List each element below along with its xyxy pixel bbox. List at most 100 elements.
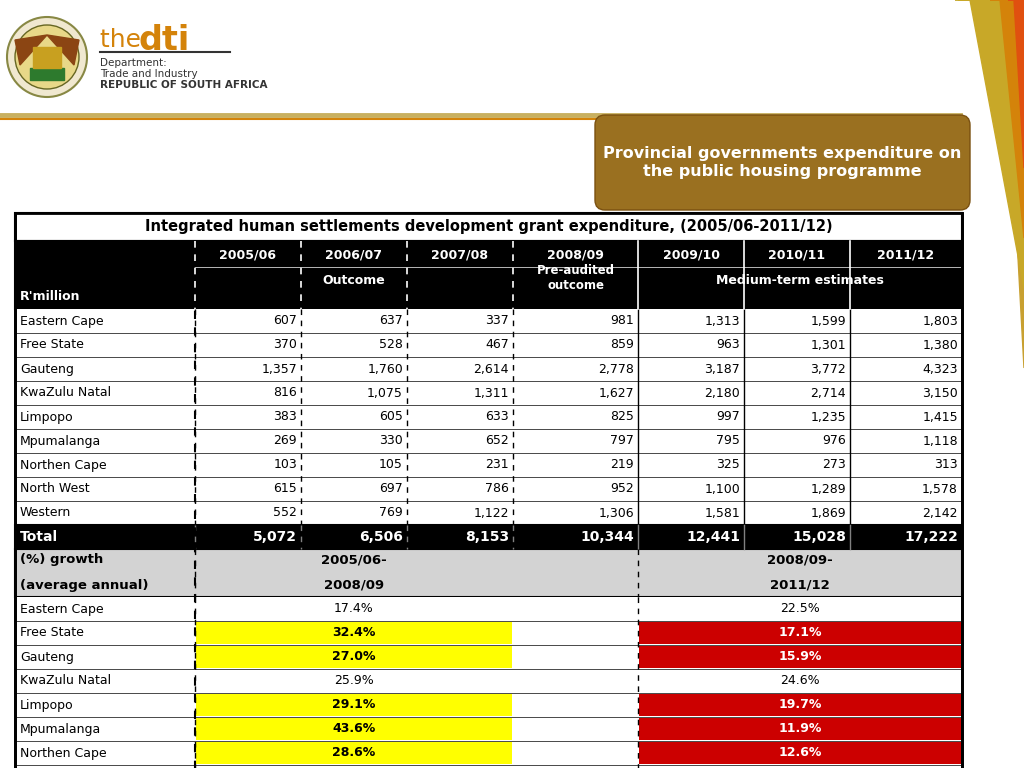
Text: 859: 859 bbox=[610, 339, 634, 352]
Text: 997: 997 bbox=[716, 411, 740, 423]
Bar bbox=[196, 646, 512, 668]
Text: Eastern Cape: Eastern Cape bbox=[20, 315, 103, 327]
Text: 5,072: 5,072 bbox=[253, 530, 297, 544]
Text: 2008/09: 2008/09 bbox=[324, 578, 384, 591]
Text: Department:: Department: bbox=[100, 58, 167, 68]
Bar bbox=[639, 622, 961, 644]
Polygon shape bbox=[975, 0, 1024, 278]
Text: 825: 825 bbox=[610, 411, 634, 423]
Text: Outcome: Outcome bbox=[323, 274, 385, 287]
Text: 22.5%: 22.5% bbox=[780, 603, 820, 615]
Text: 652: 652 bbox=[485, 435, 509, 448]
Text: dti: dti bbox=[138, 24, 189, 57]
Text: 2,778: 2,778 bbox=[598, 362, 634, 376]
Polygon shape bbox=[30, 68, 63, 80]
Text: 2,180: 2,180 bbox=[705, 386, 740, 399]
Text: 976: 976 bbox=[822, 435, 846, 448]
Text: 981: 981 bbox=[610, 315, 634, 327]
Text: 25.9%: 25.9% bbox=[334, 674, 374, 687]
Bar bbox=[15, 525, 962, 549]
Text: 2,142: 2,142 bbox=[923, 507, 958, 519]
Polygon shape bbox=[1008, 0, 1024, 168]
Bar bbox=[15, 501, 962, 525]
Text: 1,627: 1,627 bbox=[598, 386, 634, 399]
Text: 24.6%: 24.6% bbox=[780, 674, 820, 687]
Text: 273: 273 bbox=[822, 458, 846, 472]
Text: 1,357: 1,357 bbox=[261, 362, 297, 376]
Text: 1,313: 1,313 bbox=[705, 315, 740, 327]
Text: 528: 528 bbox=[379, 339, 403, 352]
Text: 27.0%: 27.0% bbox=[332, 650, 376, 664]
Text: 1,599: 1,599 bbox=[810, 315, 846, 327]
Bar bbox=[15, 549, 962, 597]
Bar bbox=[196, 622, 512, 644]
Bar bbox=[639, 694, 961, 716]
Bar bbox=[15, 645, 962, 669]
Bar bbox=[15, 717, 962, 741]
Bar bbox=[15, 309, 962, 333]
Text: 1,301: 1,301 bbox=[810, 339, 846, 352]
Text: 3,772: 3,772 bbox=[810, 362, 846, 376]
Bar bbox=[196, 742, 512, 764]
Polygon shape bbox=[15, 35, 47, 65]
Text: 633: 633 bbox=[485, 411, 509, 423]
Text: 2011/12: 2011/12 bbox=[878, 249, 935, 261]
Text: 615: 615 bbox=[273, 482, 297, 495]
Bar bbox=[15, 357, 962, 381]
Text: 313: 313 bbox=[934, 458, 958, 472]
Text: 8,153: 8,153 bbox=[465, 530, 509, 544]
Text: 12.6%: 12.6% bbox=[778, 746, 821, 760]
Text: 32.4%: 32.4% bbox=[333, 627, 376, 640]
Text: 43.6%: 43.6% bbox=[333, 723, 376, 736]
Text: 15,028: 15,028 bbox=[793, 530, 846, 544]
Text: 103: 103 bbox=[273, 458, 297, 472]
Text: 231: 231 bbox=[485, 458, 509, 472]
Text: 219: 219 bbox=[610, 458, 634, 472]
Text: Eastern Cape: Eastern Cape bbox=[20, 603, 103, 615]
Text: Gauteng: Gauteng bbox=[20, 362, 74, 376]
Bar bbox=[639, 742, 961, 764]
Text: Total: Total bbox=[20, 530, 58, 544]
Text: 2,614: 2,614 bbox=[473, 362, 509, 376]
Bar bbox=[15, 453, 962, 477]
Text: the: the bbox=[100, 28, 150, 52]
Text: Provincial governments expenditure on
the public housing programme: Provincial governments expenditure on th… bbox=[603, 146, 962, 179]
Bar bbox=[15, 241, 962, 309]
Text: KwaZulu Natal: KwaZulu Natal bbox=[20, 386, 112, 399]
Bar bbox=[15, 213, 962, 241]
Text: 786: 786 bbox=[485, 482, 509, 495]
Text: Mpumalanga: Mpumalanga bbox=[20, 723, 101, 736]
Polygon shape bbox=[958, 0, 1024, 288]
Text: 17.1%: 17.1% bbox=[778, 627, 821, 640]
Text: 10,344: 10,344 bbox=[581, 530, 634, 544]
Text: REPUBLIC OF SOUTH AFRICA: REPUBLIC OF SOUTH AFRICA bbox=[100, 80, 267, 90]
Text: R'million: R'million bbox=[20, 290, 81, 303]
Text: 3,150: 3,150 bbox=[923, 386, 958, 399]
Text: Mpumalanga: Mpumalanga bbox=[20, 435, 101, 448]
Text: 1,122: 1,122 bbox=[473, 507, 509, 519]
Text: 15.9%: 15.9% bbox=[778, 650, 821, 664]
Polygon shape bbox=[47, 35, 79, 65]
Text: Medium-term estimates: Medium-term estimates bbox=[716, 274, 884, 287]
Text: 370: 370 bbox=[273, 339, 297, 352]
Text: 2005/06-: 2005/06- bbox=[322, 553, 387, 566]
Text: 637: 637 bbox=[379, 315, 403, 327]
Text: 467: 467 bbox=[485, 339, 509, 352]
Text: 1,415: 1,415 bbox=[923, 411, 958, 423]
FancyBboxPatch shape bbox=[595, 115, 970, 210]
Text: 2008/09-: 2008/09- bbox=[767, 553, 833, 566]
Text: Pre-audited
outcome: Pre-audited outcome bbox=[537, 264, 614, 292]
Text: 1,311: 1,311 bbox=[473, 386, 509, 399]
Text: 2006/07: 2006/07 bbox=[326, 249, 383, 261]
Text: 1,306: 1,306 bbox=[598, 507, 634, 519]
Text: KwaZulu Natal: KwaZulu Natal bbox=[20, 674, 112, 687]
Text: 769: 769 bbox=[379, 507, 403, 519]
Text: 325: 325 bbox=[716, 458, 740, 472]
Text: 1,235: 1,235 bbox=[810, 411, 846, 423]
Text: 19.7%: 19.7% bbox=[778, 699, 821, 711]
Text: 2007/08: 2007/08 bbox=[431, 249, 488, 261]
Text: Limpopo: Limpopo bbox=[20, 411, 74, 423]
Text: 269: 269 bbox=[273, 435, 297, 448]
Text: Gauteng: Gauteng bbox=[20, 650, 74, 664]
Bar bbox=[15, 693, 962, 717]
